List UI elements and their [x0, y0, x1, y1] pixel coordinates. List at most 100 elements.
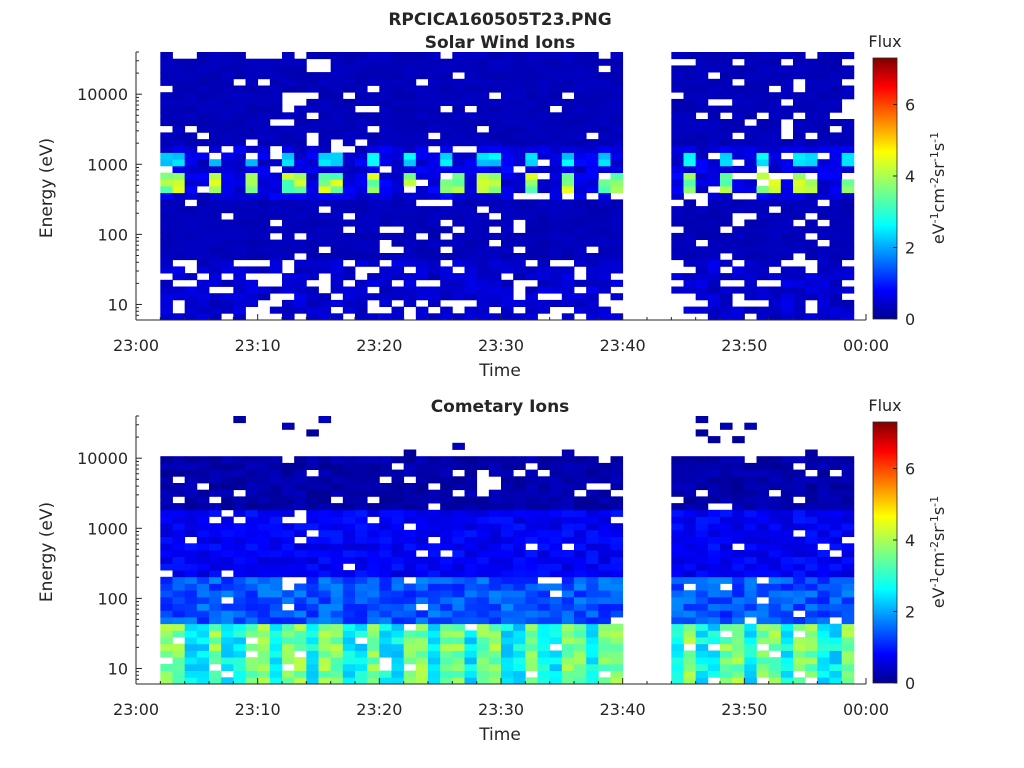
heatmap-cell [245, 489, 259, 497]
heatmap-cell [586, 677, 599, 685]
heatmap-cell [756, 637, 770, 645]
heatmap-cell [732, 119, 745, 127]
heatmap-cell [330, 670, 344, 678]
heatmap-cell [330, 219, 344, 227]
heatmap-cell [817, 186, 830, 194]
heatmap-cell [598, 279, 611, 287]
heatmap-cell [598, 536, 611, 544]
heatmap-cell [817, 125, 830, 133]
heatmap-cell [574, 246, 587, 254]
heatmap-cell [707, 179, 721, 187]
heatmap-cell [732, 496, 745, 504]
heatmap-cell [391, 630, 405, 638]
heatmap-cell [586, 590, 599, 598]
heatmap-cell [793, 570, 806, 578]
heatmap-cell [379, 637, 392, 645]
heatmap-cell [574, 253, 587, 261]
heatmap-cell [720, 456, 733, 464]
heatmap-cell [209, 139, 222, 147]
heatmap-cell [440, 179, 453, 187]
heatmap-cell [488, 139, 502, 147]
heatmap-cell [464, 576, 478, 584]
heatmap-cell [452, 65, 465, 73]
heatmap-cell [732, 583, 745, 591]
heatmap-cell [464, 259, 478, 267]
heatmap-cell [817, 85, 830, 93]
heatmap-cell [720, 550, 733, 558]
heatmap-cell [245, 617, 259, 625]
heatmap-cell [488, 279, 502, 287]
heatmap-cell [221, 65, 234, 73]
heatmap-cell [342, 172, 356, 180]
heatmap-cell [537, 483, 551, 491]
heatmap-cell [257, 617, 271, 625]
heatmap-cell [415, 306, 429, 314]
heatmap-cell [172, 199, 186, 207]
heatmap-cell [744, 186, 757, 194]
heatmap-cell [355, 279, 368, 287]
colorbar-tick-label: 0 [905, 674, 915, 693]
heatmap-cell [452, 232, 465, 240]
heatmap-cell [233, 165, 246, 173]
heatmap-cell [671, 85, 684, 93]
heatmap-cell [756, 550, 770, 558]
heatmap-cell [184, 489, 198, 497]
heatmap-cell [379, 293, 392, 301]
heatmap-cell [160, 266, 173, 274]
heatmap-cell [537, 253, 551, 261]
heatmap-cell [537, 677, 551, 685]
heatmap-cell [720, 259, 733, 267]
heatmap-cell [403, 489, 417, 497]
heatmap-cell [720, 590, 733, 598]
heatmap-cell [294, 670, 307, 678]
heatmap-cell [464, 78, 478, 86]
heatmap-cell [282, 279, 295, 287]
heatmap-cell [306, 509, 319, 517]
heatmap-cell [464, 253, 478, 261]
heatmap-cell [744, 570, 757, 578]
heatmap-cell [196, 596, 210, 604]
heatmap-cell [428, 52, 441, 60]
heatmap-cell [196, 469, 210, 477]
heatmap-cell [610, 570, 624, 578]
heatmap-cell [841, 677, 855, 685]
heatmap-cell [513, 677, 526, 685]
heatmap-cell [330, 286, 344, 294]
heatmap-cell [513, 550, 526, 558]
heatmap-cell [318, 105, 332, 113]
heatmap-cell [610, 132, 624, 140]
heatmap-cell [598, 119, 611, 127]
heatmap-cell [330, 637, 344, 645]
heatmap-cell [525, 299, 538, 307]
heatmap-cell [780, 92, 794, 100]
heatmap-cell [282, 630, 295, 638]
heatmap-cell [318, 125, 332, 133]
heatmap-cell [245, 279, 259, 287]
heatmap-cell [367, 556, 380, 564]
heatmap-cell [440, 192, 453, 200]
heatmap-cell [464, 543, 478, 551]
heatmap-cell [160, 670, 173, 678]
heatmap-cell [415, 623, 429, 631]
heatmap-cell [501, 58, 514, 66]
heatmap-cell [793, 523, 806, 531]
heatmap-cell [537, 523, 551, 531]
heatmap-cell [415, 529, 429, 537]
heatmap-cell [501, 299, 514, 307]
heatmap-cell [525, 476, 538, 484]
heatmap-cell [379, 570, 392, 578]
heatmap-cell [440, 125, 453, 133]
heatmap-cell [464, 583, 478, 591]
heatmap-cell [257, 523, 271, 531]
heatmap-cell [574, 139, 587, 147]
heatmap-cell [160, 279, 173, 287]
heatmap-cell [160, 199, 173, 207]
heatmap-cell [221, 52, 234, 60]
heatmap-cell [598, 253, 611, 261]
heatmap-cell [269, 186, 283, 194]
heatmap-cell [172, 643, 186, 651]
heatmap-cell [440, 523, 453, 531]
heatmap-cell [841, 516, 855, 524]
heatmap-cell [501, 509, 514, 517]
heatmap-cell [501, 279, 514, 287]
